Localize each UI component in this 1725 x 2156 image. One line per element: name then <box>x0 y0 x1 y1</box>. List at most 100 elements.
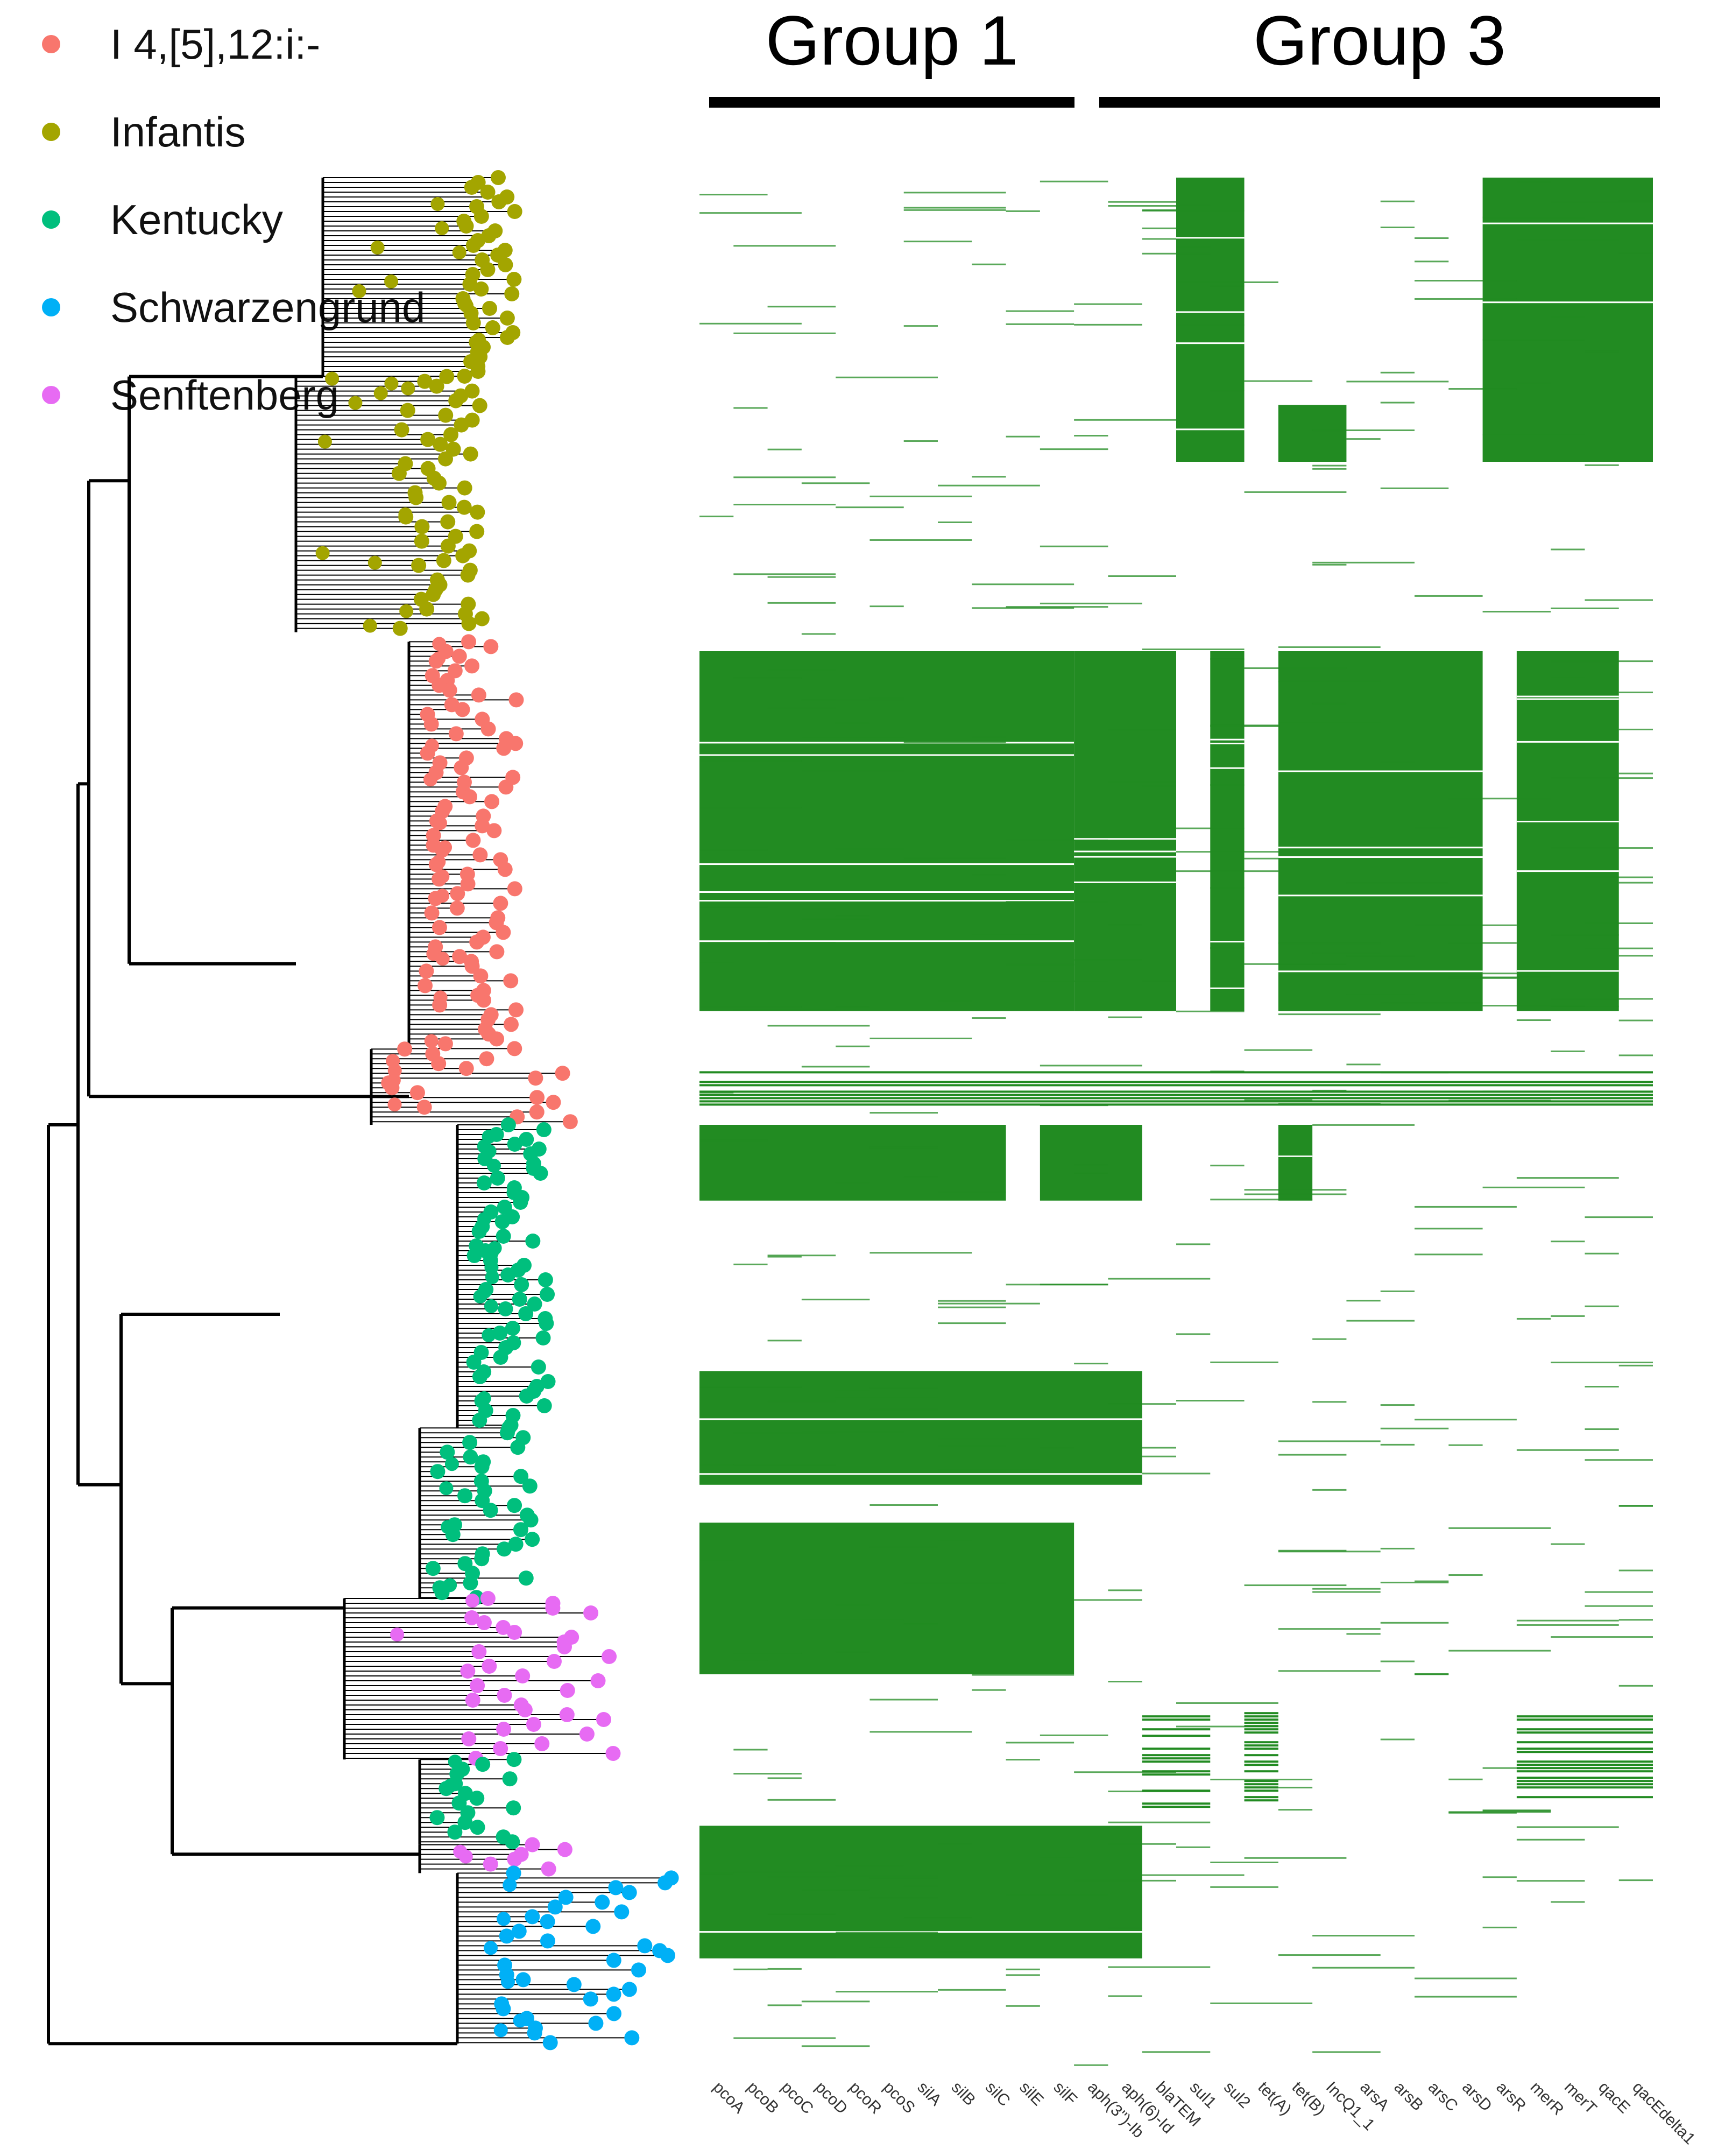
tip-point <box>440 1445 455 1460</box>
heatmap-sparse-line <box>1415 595 1483 597</box>
heatmap-sparse-line <box>938 1302 1040 1305</box>
heatmap-row-line <box>1244 1715 1278 1718</box>
heatmap-sparse-line <box>801 1299 870 1301</box>
tip-point <box>461 616 477 631</box>
tip-point <box>432 920 447 935</box>
heatmap-sparse-line <box>1312 2051 1381 2053</box>
tip-point <box>546 1095 561 1110</box>
tip-point <box>490 170 506 185</box>
heatmap-sparse-line <box>801 699 904 701</box>
heatmap-sparse-line <box>1448 1812 1517 1814</box>
heatmap-sparse-line <box>1278 1454 1347 1456</box>
heatmap-sparse-line <box>972 736 1006 738</box>
tip-point <box>471 1224 487 1239</box>
heatmap-gap-line <box>699 742 1074 744</box>
heatmap-sparse-line <box>1074 323 1142 326</box>
heatmap-sparse-line <box>1380 1622 1449 1624</box>
heatmap-gap-line <box>1516 970 1619 972</box>
heatmap-sparse-line <box>1380 371 1415 374</box>
heatmap-sparse-line <box>1142 252 1211 255</box>
heatmap-sparse-line <box>1108 1966 1211 1968</box>
tip-point <box>472 1413 487 1428</box>
presence-block-8 <box>699 1523 1074 1674</box>
tip-point <box>348 396 363 410</box>
tip-point <box>606 2006 622 2021</box>
tip-point <box>471 1644 487 1659</box>
heatmap-sparse-line <box>801 770 904 772</box>
heatmap-sparse-line <box>1006 1742 1074 1744</box>
heatmap-sparse-line <box>1516 1317 1551 1320</box>
heatmap-sparse-line <box>767 306 836 308</box>
heatmap-gap-line <box>699 900 1074 902</box>
heatmap-row-line <box>1244 1789 1278 1792</box>
tip-point <box>493 896 508 911</box>
tip-point <box>506 272 522 287</box>
heatmap-sparse-line <box>1415 237 1449 239</box>
heatmap-sparse-line <box>1108 205 1176 207</box>
heatmap-sparse-line <box>836 848 904 850</box>
heatmap-sparse-line <box>1176 1243 1211 1245</box>
tip-point <box>560 1683 575 1698</box>
heatmap-sparse-line <box>1618 1879 1653 1882</box>
tip-point <box>387 1097 402 1112</box>
heatmap-sparse-line <box>1142 227 1176 229</box>
heatmap-sparse-line <box>1074 435 1108 437</box>
heatmap-row-line <box>1516 1767 1653 1770</box>
tip-point <box>469 524 485 539</box>
heatmap-row-line <box>1244 1764 1278 1766</box>
tip-point <box>352 284 366 298</box>
tip-point <box>518 1306 534 1321</box>
gene-heatmap <box>699 178 1653 2066</box>
tip-point <box>363 618 377 633</box>
heatmap-cell-run <box>1278 1125 1313 1201</box>
tip-point <box>533 1166 548 1181</box>
heatmap-sparse-line <box>1618 882 1653 884</box>
heatmap-sparse-line <box>1585 599 1653 601</box>
tip-point <box>454 417 469 433</box>
heatmap-sparse-line <box>1346 882 1449 884</box>
tip-point <box>476 1615 492 1630</box>
heatmap-sparse-line <box>938 1438 1040 1440</box>
heatmap-row-line <box>1244 1796 1278 1799</box>
tip-point <box>452 949 468 964</box>
heatmap-sparse-line <box>1278 1786 1313 1788</box>
group-headers: Group 1 Group 3 <box>709 1 1660 108</box>
gene-label-17: tet(B) <box>1289 2079 1329 2119</box>
tip-point <box>370 241 385 255</box>
heatmap-sparse-line <box>1551 548 1585 551</box>
heatmap-sparse-line <box>1380 227 1415 229</box>
heatmap-sparse-line <box>938 484 1040 487</box>
heatmap-sparse-line <box>1585 1252 1619 1255</box>
tip-point <box>431 1056 447 1072</box>
heatmap-row-line <box>1516 1748 1653 1750</box>
tip-point <box>496 741 512 756</box>
gene-label-6: silA <box>914 2079 945 2110</box>
heatmap-sparse-line <box>1278 1549 1347 1552</box>
heatmap-sparse-line <box>1006 839 1108 841</box>
heatmap-sparse-line <box>972 933 1040 935</box>
heatmap-sparse-line <box>938 1306 1006 1308</box>
heatmap-sparse-line <box>767 942 836 944</box>
heatmap-sparse-line <box>869 1946 904 1948</box>
tip-point <box>443 427 458 442</box>
heatmap-sparse-line <box>1278 646 1381 648</box>
tip-point <box>480 185 496 200</box>
tip-point <box>462 1435 478 1450</box>
heatmap-gap-line <box>1516 741 1619 743</box>
gene-label-9: silE <box>1016 2079 1047 2110</box>
heatmap-sparse-line <box>903 1623 938 1625</box>
heatmap-sparse-line <box>1006 1759 1040 1761</box>
legend-swatch-schwarzengrund <box>42 298 60 316</box>
tip-point <box>433 436 448 452</box>
heatmap-sparse-line <box>1074 1771 1176 1773</box>
heatmap-sparse-line <box>836 1006 870 1009</box>
tip-point <box>464 1610 479 1625</box>
tip-point <box>470 1678 485 1693</box>
heatmap-sparse-line <box>1006 2005 1040 2007</box>
tip-point <box>496 1620 511 1635</box>
heatmap-sparse-line <box>1074 1363 1108 1365</box>
tip-point <box>534 1736 550 1751</box>
heatmap-sparse-line <box>1108 1995 1142 1997</box>
heatmap-sparse-line <box>903 440 938 442</box>
heatmap-sparse-line <box>1278 942 1381 945</box>
